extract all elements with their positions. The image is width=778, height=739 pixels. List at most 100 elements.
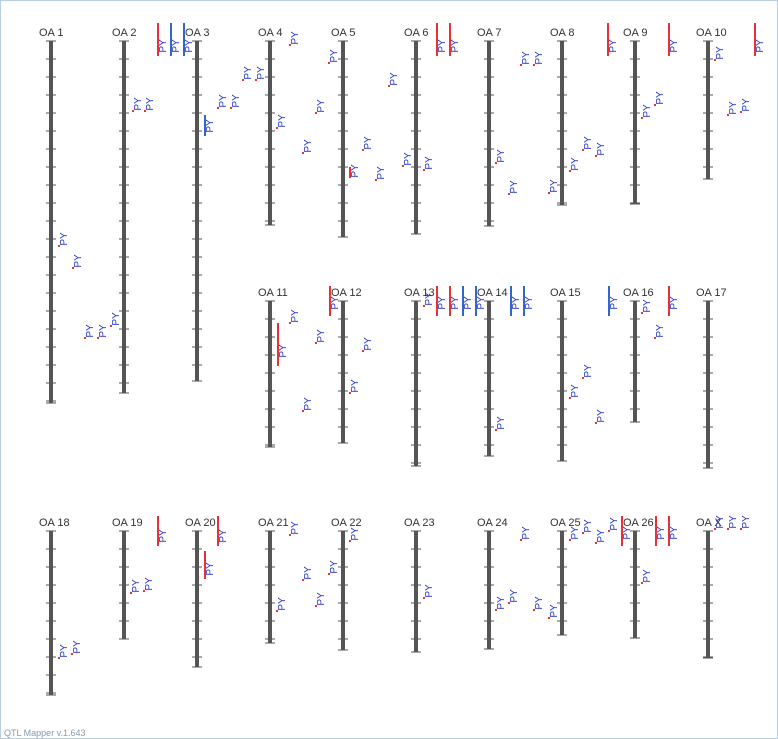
- qtl-peak: [520, 539, 522, 541]
- qtl-label: PY: [218, 94, 229, 108]
- qtl-peak: [495, 429, 497, 431]
- qtl-peak: [289, 322, 291, 324]
- qtl-label: PY: [437, 296, 448, 310]
- qtl-peak: [508, 602, 510, 604]
- qtl-peak: [289, 44, 291, 46]
- qtl-label: PY: [424, 156, 435, 170]
- chromosome-name: OA 9: [623, 27, 647, 39]
- qtl-label: PY: [303, 139, 314, 153]
- qtl-label: PY: [363, 337, 374, 351]
- qtl-label: PY: [131, 579, 142, 593]
- qtl-label: PY: [476, 296, 487, 310]
- qtl-peak: [595, 155, 597, 157]
- qtl-peak: [276, 127, 278, 129]
- qtl-peak: [71, 653, 73, 655]
- chromosome: [414, 301, 418, 466]
- chromosome: [706, 41, 710, 179]
- qtl-peak: [242, 79, 244, 81]
- qtl-label: PY: [728, 515, 739, 529]
- chromosome-name: OA 21: [258, 517, 289, 529]
- qtl-peak: [520, 64, 522, 66]
- qtl-label: PY: [609, 517, 620, 531]
- qtl-label: PY: [524, 296, 535, 310]
- qtl-label: PY: [728, 101, 739, 115]
- qtl-peak: [315, 112, 317, 114]
- qtl-peak: [740, 528, 742, 530]
- qtl-label: PY: [715, 46, 726, 60]
- qtl-peak: [508, 193, 510, 195]
- qtl-peak: [582, 149, 584, 151]
- qtl-label: PY: [450, 296, 461, 310]
- chromosome: [122, 41, 126, 393]
- qtl-peak: [230, 107, 232, 109]
- chromosome: [706, 301, 710, 468]
- qtl-label: PY: [450, 39, 461, 53]
- chromosome-name: OA 18: [39, 517, 70, 529]
- qtl-peak: [130, 592, 132, 594]
- chromosome-name: OA 8: [550, 27, 574, 39]
- qtl-label: PY: [583, 136, 594, 150]
- qtl-label: PY: [133, 97, 144, 111]
- qtl-label: PY: [218, 529, 229, 543]
- chromosome: [706, 531, 710, 658]
- qtl-label: PY: [549, 179, 560, 193]
- qtl-peak: [217, 107, 219, 109]
- footer: QTL Mapper v.1.643: [4, 728, 86, 738]
- qtl-label: PY: [511, 296, 522, 310]
- qtl-label: PY: [145, 97, 156, 111]
- qtl-label: PY: [389, 72, 400, 86]
- qtl-label: PY: [98, 324, 109, 338]
- qtl-peak: [302, 152, 304, 154]
- chromosome-name: OA 25: [550, 517, 581, 529]
- qtl-label: PY: [350, 164, 361, 178]
- chromosome-name: OA 3: [185, 27, 209, 39]
- qtl-peak: [143, 590, 145, 592]
- qtl-label: PY: [642, 299, 653, 313]
- qtl-label: PY: [376, 166, 387, 180]
- qtl-label: PY: [424, 292, 435, 306]
- qtl-peak: [727, 528, 729, 530]
- qtl-label: PY: [329, 560, 340, 574]
- qtl-label: PY: [350, 527, 361, 541]
- qtl-peak: [714, 59, 716, 61]
- chromosome-name: OA 2: [112, 27, 136, 39]
- qtl-peak: [276, 610, 278, 612]
- chromosome: [341, 41, 345, 237]
- qtl-label: PY: [158, 39, 169, 53]
- qtl-label: PY: [184, 39, 195, 53]
- qtl-label: PY: [303, 397, 314, 411]
- qtl-label: PY: [534, 596, 545, 610]
- qtl-peak: [402, 165, 404, 167]
- qtl-peak: [654, 104, 656, 106]
- qtl-label: PY: [655, 91, 666, 105]
- qtl-label: PY: [669, 39, 680, 53]
- qtl-peak: [349, 540, 351, 542]
- qtl-peak: [423, 597, 425, 599]
- qtl-label: PY: [158, 529, 169, 543]
- chromosome: [560, 41, 564, 205]
- qtl-label: PY: [656, 526, 667, 540]
- chromosome: [341, 531, 345, 650]
- qtl-label: PY: [496, 596, 507, 610]
- qtl-peak: [641, 312, 643, 314]
- qtl-peak: [58, 657, 60, 659]
- chromosome: [268, 301, 272, 447]
- qtl-label: PY: [741, 515, 752, 529]
- qtl-peak: [302, 579, 304, 581]
- qtl-label: PY: [205, 562, 216, 576]
- qtl-label: PY: [669, 526, 680, 540]
- qtl-peak: [533, 609, 535, 611]
- qtl-peak: [533, 64, 535, 66]
- chromosome: [195, 531, 199, 667]
- chromosome: [49, 531, 53, 695]
- qtl-label: PY: [755, 39, 766, 53]
- qtl-peak: [144, 110, 146, 112]
- chromosome: [49, 41, 53, 403]
- chromosome-name: OA 14: [477, 287, 508, 299]
- chromosome: [414, 41, 418, 234]
- qtl-peak: [375, 179, 377, 181]
- qtl-peak: [302, 410, 304, 412]
- qtl-label: PY: [570, 526, 581, 540]
- chromosome-name: OA 1: [39, 27, 63, 39]
- qtl-label: PY: [463, 296, 474, 310]
